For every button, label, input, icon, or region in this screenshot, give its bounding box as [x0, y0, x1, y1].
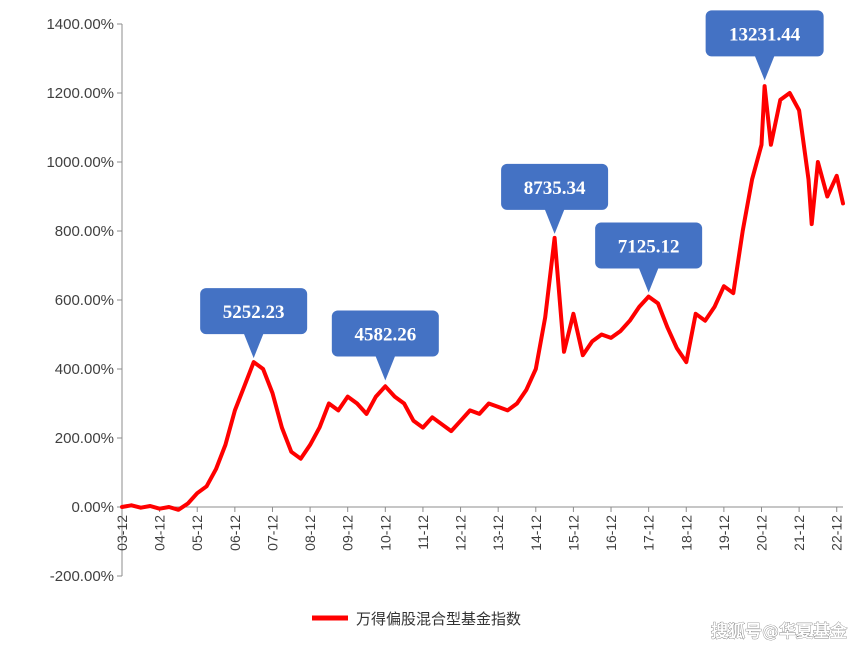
y-tick-label: 600.00%	[55, 292, 114, 309]
x-tick-label: 05-12	[189, 515, 205, 551]
callout-layer: 5252.23 4582.26 8735.34 7125.12 13231.44	[200, 10, 824, 381]
callout-pointer	[375, 355, 396, 381]
callout-box	[705, 10, 824, 57]
y-tick-label: 1200.00%	[46, 85, 114, 102]
x-tick-label: 10-12	[377, 515, 393, 551]
callout: 4582.26	[331, 310, 439, 381]
callout-label: 13231.44	[729, 24, 801, 45]
callout-label: 4582.26	[354, 325, 416, 346]
x-tick-label: 16-12	[603, 515, 619, 551]
y-tick-label: -200.00%	[50, 568, 114, 585]
y-tick-label: 800.00%	[55, 223, 114, 240]
legend-label: 万得偏股混合型基金指数	[356, 610, 521, 628]
x-tick-label: 12-12	[453, 515, 469, 551]
callout-label: 7125.12	[618, 237, 680, 258]
x-tick-label: 17-12	[641, 515, 657, 551]
callout-box	[331, 310, 439, 357]
x-tick-label: 20-12	[753, 515, 769, 551]
x-tick-label: 08-12	[302, 515, 318, 551]
x-tick-label: 06-12	[227, 515, 243, 551]
callout-box	[501, 163, 609, 210]
callout-pointer	[544, 208, 565, 234]
x-tick-label: 21-12	[791, 515, 807, 551]
callout-pointer	[638, 267, 659, 293]
y-tick-label: 0.00%	[71, 499, 114, 516]
x-tick-label: 04-12	[152, 515, 168, 551]
callout: 7125.12	[595, 222, 703, 293]
series-line	[120, 84, 845, 512]
x-tick-label: 22-12	[829, 515, 845, 551]
x-tick-label: 14-12	[528, 515, 544, 551]
callout-pointer	[243, 333, 264, 359]
x-tick-label: 19-12	[716, 515, 732, 551]
series-layer	[120, 84, 845, 512]
x-tick-label: 03-12	[114, 515, 130, 551]
watermark-text: 搜狐号@华夏基金	[711, 621, 848, 642]
callout-label: 5252.23	[223, 302, 285, 323]
x-tick-label: 15-12	[565, 515, 581, 551]
callout-box	[200, 288, 308, 335]
legend: 万得偏股混合型基金指数	[312, 610, 521, 628]
y-tick-label: 1400.00%	[46, 16, 114, 33]
x-tick-label: 07-12	[264, 515, 280, 551]
callout-box	[595, 222, 703, 269]
x-tick-label: 13-12	[490, 515, 506, 551]
callout-pointer	[754, 55, 775, 81]
y-tick-label: 200.00%	[55, 430, 114, 447]
callout: 13231.44	[705, 10, 824, 81]
callout-label: 8735.34	[524, 178, 586, 199]
y-tick-label: 400.00%	[55, 361, 114, 378]
y-tick-label: 1000.00%	[46, 154, 114, 171]
x-axis: 03-12 04-12 05-12 06-12 07-12 08-12 09-12 10-12…	[114, 506, 845, 551]
x-tick-label: 18-12	[678, 515, 694, 551]
callout: 8735.34	[501, 163, 609, 234]
x-tick-label: 09-12	[340, 515, 356, 551]
callout: 5252.23	[200, 288, 308, 359]
x-tick-label: 11-12	[415, 515, 431, 550]
y-axis: 1400.00% 1200.00% 1000.00% 800.00% 600.00% 40…	[46, 16, 123, 585]
